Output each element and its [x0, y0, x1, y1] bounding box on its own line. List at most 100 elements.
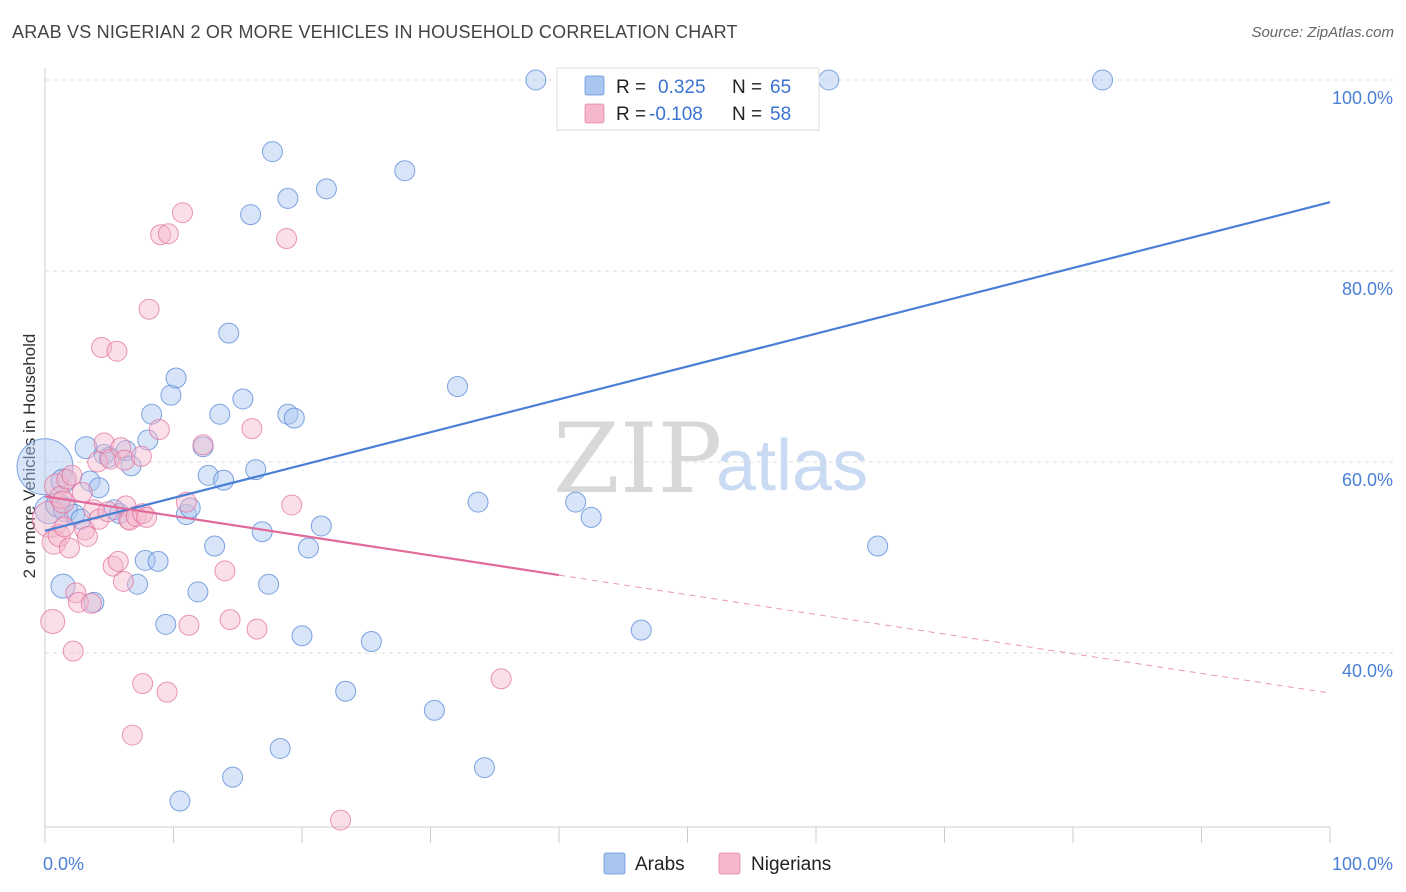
nigerian-point — [132, 673, 154, 695]
arab-point — [360, 631, 382, 653]
nigerian-point — [171, 202, 193, 224]
arab-point — [394, 160, 416, 182]
arab-point — [565, 491, 587, 513]
arab-point — [423, 699, 445, 721]
nigerian-point — [192, 434, 214, 456]
arab-point — [580, 506, 602, 528]
data-points — [16, 69, 1114, 831]
nigerian-point — [130, 445, 152, 467]
nigerian-point — [106, 340, 128, 362]
y-tick-label: 60.0% — [1342, 470, 1393, 490]
arab-point — [310, 515, 332, 537]
stats-r-value: 0.325 — [658, 77, 706, 98]
nigerian-point — [76, 525, 98, 547]
arab-point — [218, 322, 240, 344]
nigerian-point — [40, 608, 66, 634]
stats-swatch-nigerians — [584, 103, 605, 124]
arab-point — [269, 738, 291, 759]
arab-point — [283, 407, 305, 429]
y-tick-label: 100.0% — [1332, 88, 1393, 108]
arab-point — [818, 69, 840, 91]
arab-point — [222, 766, 244, 788]
arab-point — [147, 550, 169, 572]
arab-point — [16, 438, 74, 496]
nigerian-point — [175, 491, 197, 513]
arab-point — [137, 429, 159, 451]
nigerian-point — [246, 618, 268, 640]
x-tick-label: 0.0% — [43, 854, 84, 874]
stats-n-value: 65 — [770, 77, 791, 98]
chart-title: ARAB VS NIGERIAN 2 OR MORE VEHICLES IN H… — [12, 22, 738, 42]
y-tick-label: 80.0% — [1342, 279, 1393, 299]
legend-swatch-arabs — [603, 852, 626, 875]
arab-point — [204, 535, 226, 557]
nigerian-trend-line-extension — [558, 574, 1331, 694]
arab-point — [232, 388, 254, 410]
nigerian-point — [138, 298, 160, 320]
arab-point — [867, 535, 889, 557]
nigerian-point — [330, 809, 352, 831]
stats-r-label: R = — [616, 104, 646, 125]
arab-point — [141, 403, 163, 425]
legend-swatch-nigerians — [718, 852, 741, 875]
nigerian-point — [157, 223, 179, 245]
arab-point — [209, 403, 231, 425]
arab-point — [213, 469, 235, 491]
nigerian-point — [276, 228, 298, 250]
arab-point — [127, 573, 149, 595]
legend-label-arabs: Arabs — [635, 854, 685, 875]
watermark-atlas: atlas — [716, 426, 868, 506]
x-tick-labels: 0.0% 100.0% — [43, 854, 1393, 874]
arab-point — [1092, 69, 1114, 91]
arab-point — [277, 403, 299, 425]
nigerian-point — [121, 724, 143, 746]
stats-swatch-arabs — [584, 75, 605, 96]
stats-r-value: -0.108 — [649, 104, 703, 125]
nigerian-point — [241, 418, 263, 440]
nigerian-point — [87, 451, 109, 473]
stats-n-label: N = — [732, 77, 762, 98]
arab-point — [169, 790, 191, 812]
nigerian-trend-line — [44, 495, 560, 577]
arab-point — [240, 204, 262, 226]
arab-point — [335, 680, 357, 702]
nigerian-point — [62, 640, 84, 662]
nigerian-point — [61, 464, 83, 486]
arab-point — [277, 187, 299, 209]
nigerian-point — [178, 614, 200, 636]
arab-trend-line — [44, 201, 1331, 532]
arab-point — [258, 573, 280, 595]
nigerian-point — [214, 560, 236, 582]
nigerian-point — [93, 432, 115, 454]
nigerian-point — [148, 419, 170, 441]
arab-point — [261, 141, 283, 163]
arab-point — [50, 573, 76, 599]
nigerian-point — [51, 490, 75, 514]
nigerian-point — [112, 570, 134, 592]
nigerian-point — [114, 449, 136, 471]
arab-point — [155, 613, 177, 635]
arab-point — [473, 757, 495, 779]
stats-box: R = 0.325 N = 65 R = -0.108 N = 58 — [556, 67, 820, 131]
nigerian-point — [58, 537, 80, 559]
nigerian-point — [80, 592, 102, 614]
arab-point — [187, 581, 209, 603]
y-tick-label: 40.0% — [1342, 661, 1393, 681]
stats-n-label: N = — [732, 104, 762, 125]
axes — [44, 68, 1331, 843]
arab-point — [467, 491, 489, 513]
stats-r-label: R = — [616, 77, 646, 98]
nigerian-point — [490, 668, 512, 690]
watermark: ZIP atlas — [553, 403, 868, 515]
watermark-zip: ZIP — [553, 403, 722, 515]
arab-point — [165, 367, 187, 389]
nigerian-point — [150, 224, 172, 246]
nigerian-point — [107, 550, 129, 572]
nigerian-point — [219, 609, 241, 631]
nigerian-point — [281, 494, 303, 516]
grid-lines — [45, 79, 1395, 654]
arab-point — [446, 376, 468, 398]
arab-point — [88, 477, 110, 499]
legend-label-nigerians: Nigerians — [751, 854, 831, 875]
